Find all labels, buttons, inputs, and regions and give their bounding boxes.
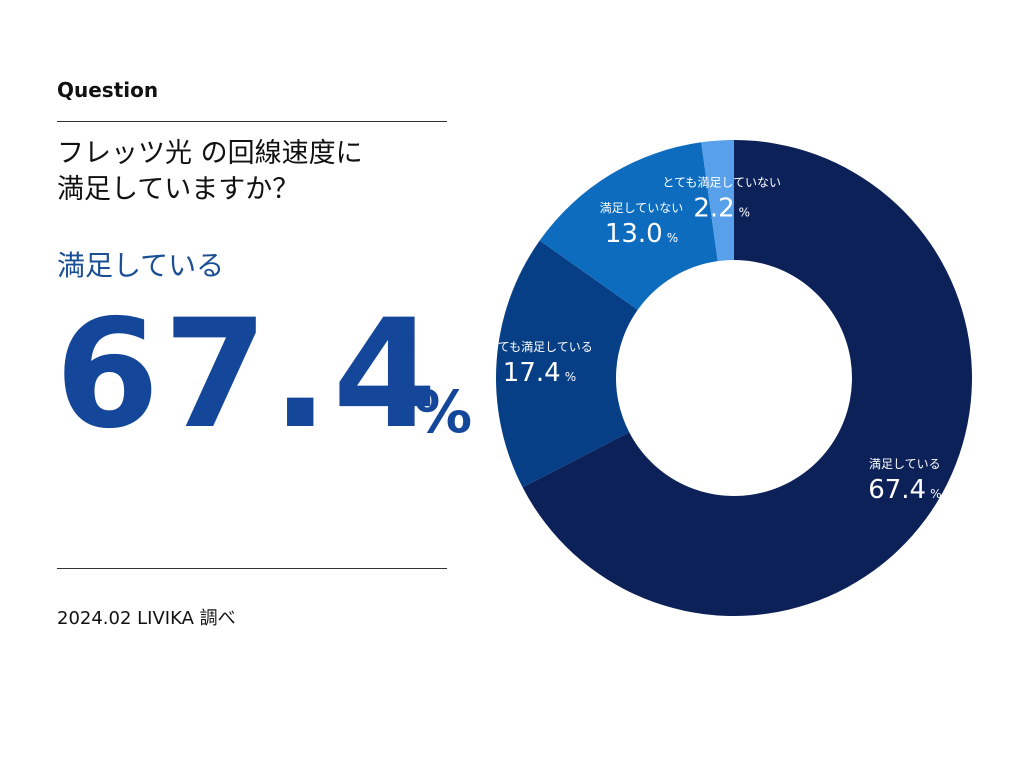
question-line-2: 満足していますか？: [57, 174, 300, 205]
slice-very-satisfied: [496, 240, 638, 488]
slice-label: とても満足していない: [662, 175, 781, 189]
slice-label: 満足している: [869, 457, 941, 471]
slice-very-not-satisfied: [701, 140, 734, 262]
bottom-divider: [57, 568, 447, 569]
source-note: 2024.02 LIVIKA 調べ: [57, 608, 236, 629]
question-line-1: フレッツ光 の回線速度に: [57, 138, 363, 169]
slice-label: とても満足している: [486, 340, 593, 354]
highlight-label: 満足している: [57, 249, 225, 282]
slice-satisfied: [522, 140, 972, 617]
slice-value: 17.4%: [503, 358, 576, 388]
slice-value: 67.4%: [868, 475, 941, 505]
slice-value: 2.2%: [693, 193, 750, 223]
slices-group: [496, 140, 972, 617]
labels-group: 満足している 67.4 % とても満足している 17.4 % 満足していない 13.0 % とても…: [486, 175, 941, 505]
highlight-value: 67.4: [55, 288, 442, 462]
top-divider: [57, 121, 447, 122]
question-text: フレッツ光 の回線速度に 満足していますか？: [57, 136, 457, 208]
slice-not-satisfied: [539, 142, 718, 310]
question-label: Question: [57, 78, 159, 102]
slice-label: 満足していない: [600, 201, 684, 215]
highlight-unit: %: [414, 378, 473, 446]
slice-value: 13.0%: [605, 219, 678, 249]
